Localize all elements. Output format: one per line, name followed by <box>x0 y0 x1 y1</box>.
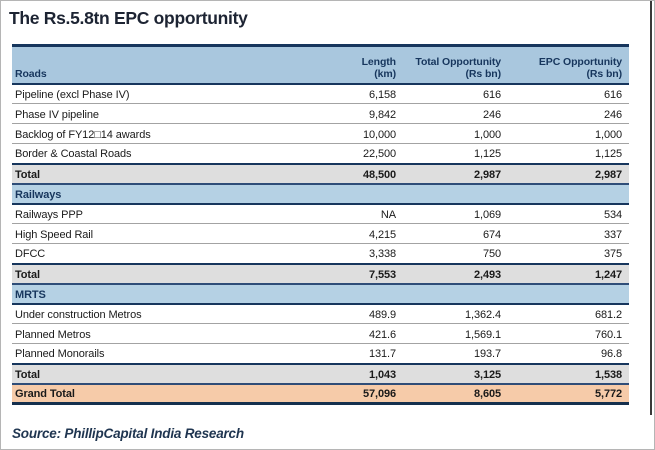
table-row-total-mrts: Total 1,043 3,125 1,538 <box>12 363 629 385</box>
cell-length: 3,338 <box>342 243 402 265</box>
cell-epc-opportunity: 760.1 <box>507 323 629 344</box>
cell-epc-opportunity: 246 <box>507 103 629 124</box>
cell-total-opportunity: 1,125 <box>402 143 507 165</box>
col-header-epc-opportunity: EPC Opportunity (Rs bn) <box>507 45 629 85</box>
table-row: Border & Coastal Roads 22,500 1,125 1,12… <box>12 143 629 165</box>
col-header-roads: Roads <box>12 45 342 85</box>
table-section-railways: Railways <box>12 183 629 205</box>
table-row: Backlog of FY12□14 awards 10,000 1,000 1… <box>12 123 629 144</box>
cell-length: 489.9 <box>342 303 402 324</box>
row-label: DFCC <box>12 243 342 265</box>
row-label: High Speed Rail <box>12 223 342 244</box>
table-row-total-roads: Total 48,500 2,987 2,987 <box>12 163 629 185</box>
table-row: Planned Metros 421.6 1,569.1 760.1 <box>12 323 629 344</box>
section-label: Railways <box>12 183 629 205</box>
cell-epc-opportunity: 337 <box>507 223 629 244</box>
table-row: Planned Monorails 131.7 193.7 96.8 <box>12 343 629 365</box>
row-label: Planned Metros <box>12 323 342 344</box>
cell-length: 1,043 <box>342 363 402 385</box>
row-label: Total <box>12 363 342 385</box>
cell-length: 7,553 <box>342 263 402 285</box>
cell-total-opportunity: 8,605 <box>402 383 507 405</box>
cell-epc-opportunity: 96.8 <box>507 343 629 365</box>
cell-length: 6,158 <box>342 83 402 104</box>
cell-length: 10,000 <box>342 123 402 144</box>
cell-total-opportunity: 1,069 <box>402 203 507 224</box>
row-label: Phase IV pipeline <box>12 103 342 124</box>
cell-total-opportunity: 1,362.4 <box>402 303 507 324</box>
cell-total-opportunity: 193.7 <box>402 343 507 365</box>
cell-epc-opportunity: 1,000 <box>507 123 629 144</box>
cell-length: 48,500 <box>342 163 402 185</box>
epc-opportunity-table: Roads Length (km) Total Opportunity (Rs … <box>12 44 629 405</box>
source-attribution: Source: PhillipCapital India Research <box>12 426 244 441</box>
table-row: DFCC 3,338 750 375 <box>12 243 629 265</box>
col-header-total-opportunity: Total Opportunity (Rs bn) <box>402 45 507 85</box>
cell-epc-opportunity: 1,125 <box>507 143 629 165</box>
row-label: Border & Coastal Roads <box>12 143 342 165</box>
cell-epc-opportunity: 5,772 <box>507 383 629 405</box>
row-label: Total <box>12 163 342 185</box>
cell-total-opportunity: 750 <box>402 243 507 265</box>
row-label: Backlog of FY12□14 awards <box>12 123 342 144</box>
cell-epc-opportunity: 1,538 <box>507 363 629 385</box>
cell-length: NA <box>342 203 402 224</box>
table-row: Under construction Metros 489.9 1,362.4 … <box>12 303 629 324</box>
cell-total-opportunity: 1,569.1 <box>402 323 507 344</box>
cell-length: 9,842 <box>342 103 402 124</box>
col-header-length: Length (km) <box>342 45 402 85</box>
section-label: MRTS <box>12 283 629 305</box>
cell-length: 57,096 <box>342 383 402 405</box>
page-title: The Rs.5.8tn EPC opportunity <box>9 8 248 28</box>
page-column-rule <box>650 1 652 415</box>
cell-epc-opportunity: 1,247 <box>507 263 629 285</box>
cell-total-opportunity: 2,987 <box>402 163 507 185</box>
cell-length: 4,215 <box>342 223 402 244</box>
row-label: Planned Monorails <box>12 343 342 365</box>
table-row: Railways PPP NA 1,069 534 <box>12 203 629 224</box>
row-label: Grand Total <box>12 383 342 405</box>
cell-epc-opportunity: 2,987 <box>507 163 629 185</box>
row-label: Pipeline (excl Phase IV) <box>12 83 342 104</box>
table-row: Phase IV pipeline 9,842 246 246 <box>12 103 629 124</box>
table-section-mrts: MRTS <box>12 283 629 305</box>
cell-epc-opportunity: 375 <box>507 243 629 265</box>
table-row-grand-total: Grand Total 57,096 8,605 5,772 <box>12 383 629 405</box>
cell-epc-opportunity: 534 <box>507 203 629 224</box>
cell-total-opportunity: 1,000 <box>402 123 507 144</box>
cell-length: 421.6 <box>342 323 402 344</box>
table-row: High Speed Rail 4,215 674 337 <box>12 223 629 244</box>
cell-total-opportunity: 246 <box>402 103 507 124</box>
table-header-row: Roads Length (km) Total Opportunity (Rs … <box>12 45 629 85</box>
cell-total-opportunity: 2,493 <box>402 263 507 285</box>
cell-total-opportunity: 3,125 <box>402 363 507 385</box>
cell-length: 131.7 <box>342 343 402 365</box>
cell-epc-opportunity: 681.2 <box>507 303 629 324</box>
cell-total-opportunity: 616 <box>402 83 507 104</box>
row-label: Railways PPP <box>12 203 342 224</box>
cell-epc-opportunity: 616 <box>507 83 629 104</box>
cell-length: 22,500 <box>342 143 402 165</box>
cell-total-opportunity: 674 <box>402 223 507 244</box>
table-row: Pipeline (excl Phase IV) 6,158 616 616 <box>12 83 629 104</box>
row-label: Total <box>12 263 342 285</box>
row-label: Under construction Metros <box>12 303 342 324</box>
table-row-total-railways: Total 7,553 2,493 1,247 <box>12 263 629 285</box>
